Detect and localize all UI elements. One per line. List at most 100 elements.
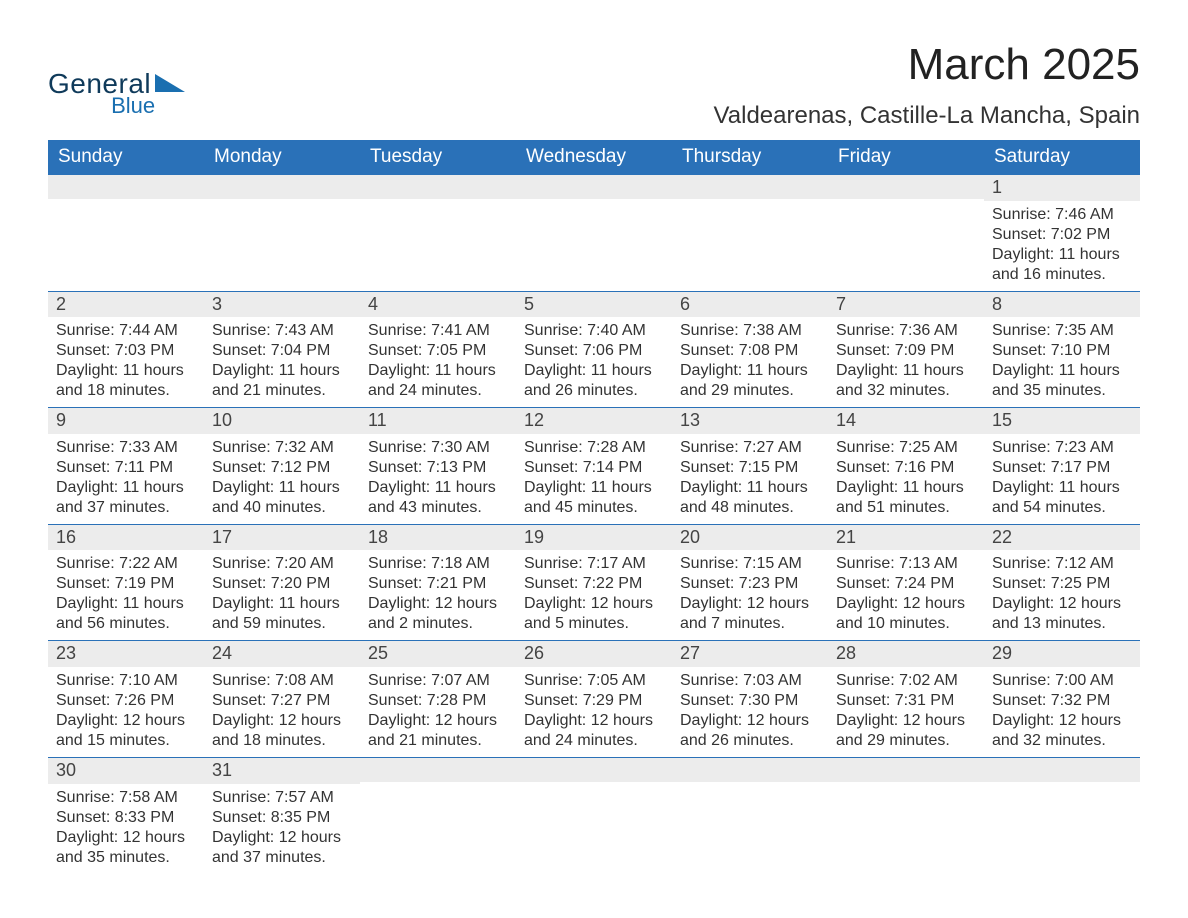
day-day2-line: and 10 minutes. — [836, 614, 976, 634]
calendar-day-cell: 21Sunrise: 7:13 AMSunset: 7:24 PMDayligh… — [828, 524, 984, 641]
brand-word2: Blue — [111, 95, 155, 117]
day-sunrise-line: Sunrise: 7:08 AM — [212, 671, 352, 691]
empty-day-bar — [360, 175, 516, 199]
day-sunset-line: Sunset: 7:32 PM — [992, 691, 1132, 711]
day-number: 21 — [828, 525, 984, 551]
day-sunset-line: Sunset: 7:26 PM — [56, 691, 196, 711]
calendar-day-cell: 2Sunrise: 7:44 AMSunset: 7:03 PMDaylight… — [48, 291, 204, 408]
day-day1-line: Daylight: 11 hours — [368, 478, 508, 498]
day-sunrise-line: Sunrise: 7:05 AM — [524, 671, 664, 691]
empty-day-bar — [984, 758, 1140, 782]
day-sunrise-line: Sunrise: 7:58 AM — [56, 788, 196, 808]
day-sunrise-line: Sunrise: 7:32 AM — [212, 438, 352, 458]
calendar-day-cell: 20Sunrise: 7:15 AMSunset: 7:23 PMDayligh… — [672, 524, 828, 641]
day-details: Sunrise: 7:30 AMSunset: 7:13 PMDaylight:… — [360, 434, 516, 524]
day-day2-line: and 51 minutes. — [836, 498, 976, 518]
day-day1-line: Daylight: 11 hours — [56, 594, 196, 614]
day-sunrise-line: Sunrise: 7:10 AM — [56, 671, 196, 691]
calendar-table: SundayMondayTuesdayWednesdayThursdayFrid… — [48, 140, 1140, 874]
day-sunset-line: Sunset: 7:25 PM — [992, 574, 1132, 594]
day-sunrise-line: Sunrise: 7:23 AM — [992, 438, 1132, 458]
day-sunrise-line: Sunrise: 7:03 AM — [680, 671, 820, 691]
calendar-day-cell: 29Sunrise: 7:00 AMSunset: 7:32 PMDayligh… — [984, 641, 1140, 758]
day-details: Sunrise: 7:13 AMSunset: 7:24 PMDaylight:… — [828, 550, 984, 640]
calendar-day-cell: 18Sunrise: 7:18 AMSunset: 7:21 PMDayligh… — [360, 524, 516, 641]
day-sunrise-line: Sunrise: 7:12 AM — [992, 554, 1132, 574]
day-number: 27 — [672, 641, 828, 667]
day-details: Sunrise: 7:20 AMSunset: 7:20 PMDaylight:… — [204, 550, 360, 640]
day-number: 14 — [828, 408, 984, 434]
location-subtitle: Valdearenas, Castille-La Mancha, Spain — [714, 102, 1140, 130]
day-number: 28 — [828, 641, 984, 667]
weekday-header: Wednesday — [516, 140, 672, 175]
calendar-day-cell: 19Sunrise: 7:17 AMSunset: 7:22 PMDayligh… — [516, 524, 672, 641]
day-number: 12 — [516, 408, 672, 434]
day-number: 17 — [204, 525, 360, 551]
day-sunset-line: Sunset: 7:04 PM — [212, 341, 352, 361]
day-day1-line: Daylight: 11 hours — [524, 361, 664, 381]
day-number: 9 — [48, 408, 204, 434]
calendar-day-cell: 3Sunrise: 7:43 AMSunset: 7:04 PMDaylight… — [204, 291, 360, 408]
day-sunset-line: Sunset: 8:33 PM — [56, 808, 196, 828]
day-sunset-line: Sunset: 7:27 PM — [212, 691, 352, 711]
day-sunrise-line: Sunrise: 7:22 AM — [56, 554, 196, 574]
day-details: Sunrise: 7:44 AMSunset: 7:03 PMDaylight:… — [48, 317, 204, 407]
day-day2-line: and 26 minutes. — [524, 381, 664, 401]
calendar-week-row: 23Sunrise: 7:10 AMSunset: 7:26 PMDayligh… — [48, 641, 1140, 758]
day-day1-line: Daylight: 12 hours — [680, 594, 820, 614]
day-number: 15 — [984, 408, 1140, 434]
day-details: Sunrise: 7:41 AMSunset: 7:05 PMDaylight:… — [360, 317, 516, 407]
day-details: Sunrise: 7:36 AMSunset: 7:09 PMDaylight:… — [828, 317, 984, 407]
day-number: 6 — [672, 292, 828, 318]
day-day2-line: and 54 minutes. — [992, 498, 1132, 518]
day-day2-line: and 37 minutes. — [212, 848, 352, 868]
day-number: 10 — [204, 408, 360, 434]
day-day1-line: Daylight: 12 hours — [836, 711, 976, 731]
day-day1-line: Daylight: 11 hours — [368, 361, 508, 381]
day-sunset-line: Sunset: 7:16 PM — [836, 458, 976, 478]
day-details: Sunrise: 7:43 AMSunset: 7:04 PMDaylight:… — [204, 317, 360, 407]
calendar-day-cell: 25Sunrise: 7:07 AMSunset: 7:28 PMDayligh… — [360, 641, 516, 758]
weekday-header: Thursday — [672, 140, 828, 175]
day-number: 5 — [516, 292, 672, 318]
day-sunset-line: Sunset: 7:31 PM — [836, 691, 976, 711]
calendar-header-row: SundayMondayTuesdayWednesdayThursdayFrid… — [48, 140, 1140, 175]
day-details: Sunrise: 7:46 AMSunset: 7:02 PMDaylight:… — [984, 201, 1140, 291]
day-details: Sunrise: 7:57 AMSunset: 8:35 PMDaylight:… — [204, 784, 360, 874]
calendar-day-cell: 12Sunrise: 7:28 AMSunset: 7:14 PMDayligh… — [516, 408, 672, 525]
day-day2-line: and 26 minutes. — [680, 731, 820, 751]
calendar-day-cell: 24Sunrise: 7:08 AMSunset: 7:27 PMDayligh… — [204, 641, 360, 758]
empty-day-bar — [48, 175, 204, 199]
day-day1-line: Daylight: 12 hours — [836, 594, 976, 614]
day-day2-line: and 45 minutes. — [524, 498, 664, 518]
page-title: March 2025 — [714, 40, 1140, 90]
day-sunrise-line: Sunrise: 7:30 AM — [368, 438, 508, 458]
calendar-empty-cell — [204, 175, 360, 292]
calendar-empty-cell — [360, 757, 516, 873]
day-number: 8 — [984, 292, 1140, 318]
calendar-day-cell: 30Sunrise: 7:58 AMSunset: 8:33 PMDayligh… — [48, 757, 204, 873]
calendar-day-cell: 22Sunrise: 7:12 AMSunset: 7:25 PMDayligh… — [984, 524, 1140, 641]
day-number: 25 — [360, 641, 516, 667]
calendar-day-cell: 8Sunrise: 7:35 AMSunset: 7:10 PMDaylight… — [984, 291, 1140, 408]
calendar-day-cell: 13Sunrise: 7:27 AMSunset: 7:15 PMDayligh… — [672, 408, 828, 525]
day-day2-line: and 29 minutes. — [836, 731, 976, 751]
calendar-day-cell: 10Sunrise: 7:32 AMSunset: 7:12 PMDayligh… — [204, 408, 360, 525]
day-sunrise-line: Sunrise: 7:35 AM — [992, 321, 1132, 341]
day-sunset-line: Sunset: 7:15 PM — [680, 458, 820, 478]
calendar-empty-cell — [828, 175, 984, 292]
day-sunset-line: Sunset: 7:23 PM — [680, 574, 820, 594]
day-day2-line: and 43 minutes. — [368, 498, 508, 518]
day-sunrise-line: Sunrise: 7:18 AM — [368, 554, 508, 574]
day-day2-line: and 18 minutes. — [212, 731, 352, 751]
day-details: Sunrise: 7:32 AMSunset: 7:12 PMDaylight:… — [204, 434, 360, 524]
day-number: 26 — [516, 641, 672, 667]
day-sunset-line: Sunset: 7:08 PM — [680, 341, 820, 361]
day-day1-line: Daylight: 11 hours — [992, 478, 1132, 498]
day-details: Sunrise: 7:10 AMSunset: 7:26 PMDaylight:… — [48, 667, 204, 757]
day-sunset-line: Sunset: 7:20 PM — [212, 574, 352, 594]
day-day2-line: and 13 minutes. — [992, 614, 1132, 634]
day-day2-line: and 35 minutes. — [56, 848, 196, 868]
calendar-day-cell: 6Sunrise: 7:38 AMSunset: 7:08 PMDaylight… — [672, 291, 828, 408]
empty-day-bar — [516, 758, 672, 782]
